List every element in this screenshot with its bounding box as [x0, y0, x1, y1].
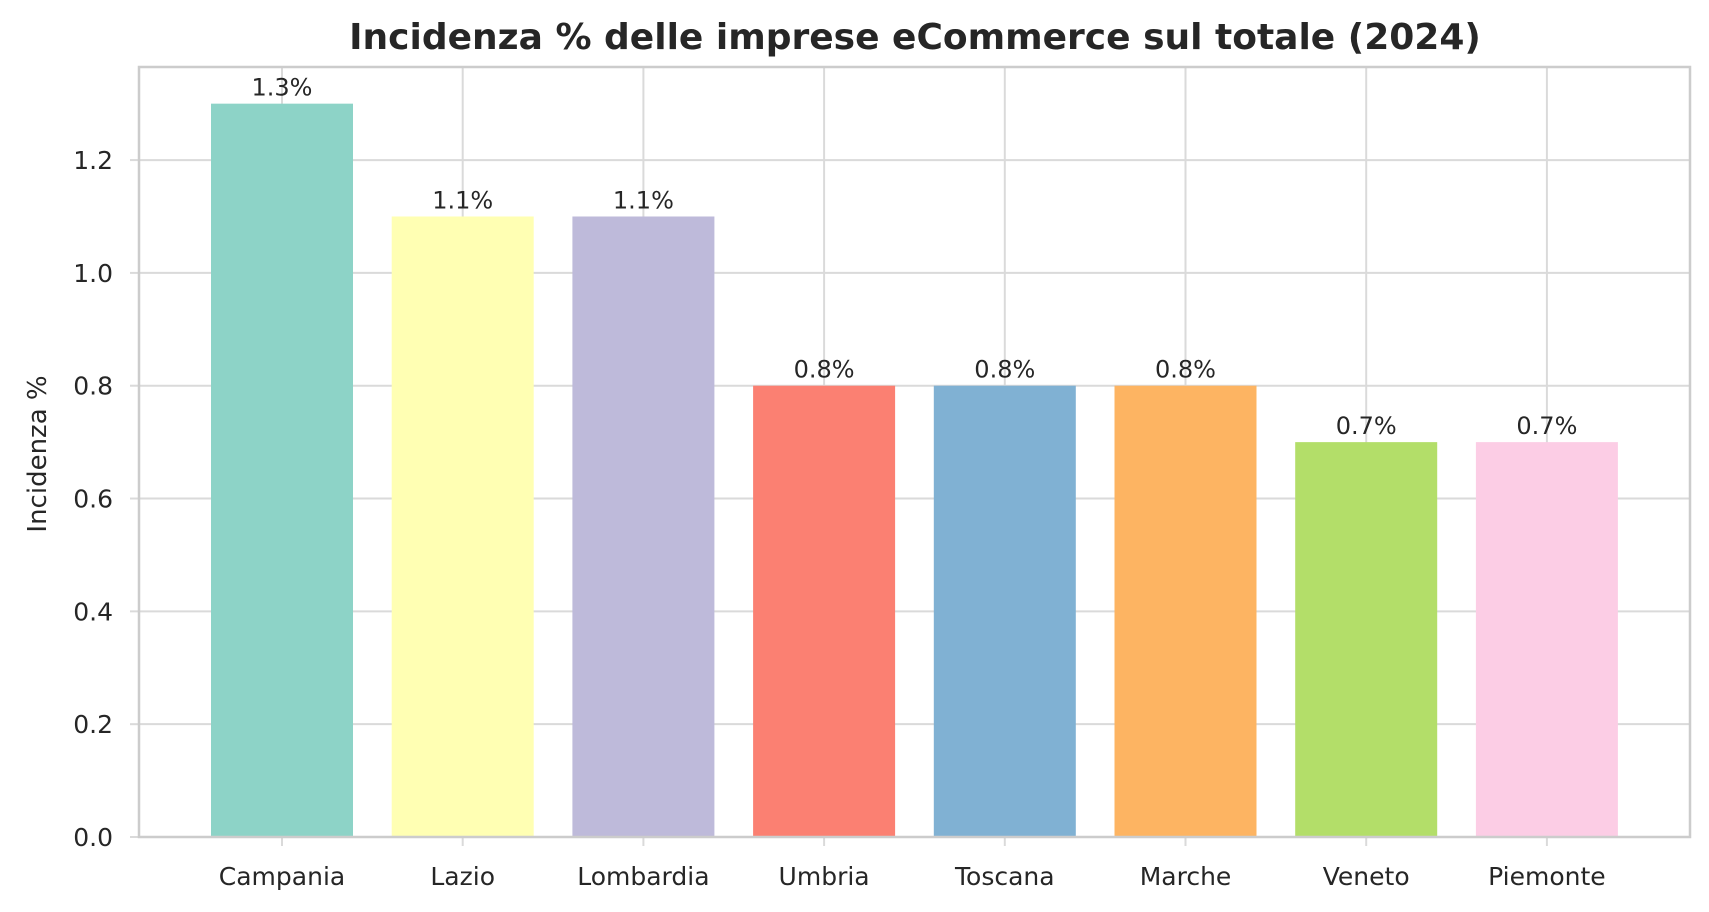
y-axis-label: Incidenza % [23, 375, 53, 532]
x-tick-label: Toscana [954, 862, 1055, 891]
x-tick-label: Umbria [779, 862, 870, 891]
bar-campania [211, 103, 353, 837]
x-tick-label: Lombardia [577, 862, 709, 891]
y-tick-label: 1.0 [73, 259, 113, 288]
x-tick-label: Marche [1140, 862, 1232, 891]
bars [211, 103, 1618, 837]
bar-veneto [1295, 442, 1438, 837]
bar-toscana [933, 385, 1076, 837]
bar-lazio [391, 216, 534, 837]
y-tick-label: 1.2 [73, 146, 113, 175]
chart-title: Incidenza % delle imprese eCommerce sul … [349, 17, 1481, 58]
bar-piemonte [1475, 442, 1618, 837]
data-label: 0.8% [974, 356, 1035, 384]
y-tick-label: 0.8 [73, 372, 113, 401]
y-tick-label: 0.4 [73, 597, 113, 626]
x-tick-label: Lazio [430, 862, 495, 891]
plot-frame [137, 65, 1692, 839]
bar-marche [1114, 385, 1257, 837]
x-tick-label: Piemonte [1488, 862, 1606, 891]
x-tick-label: Campania [219, 862, 345, 891]
data-label: 0.7% [1516, 412, 1577, 440]
x-axis-ticks: Campania Lazio Lombardia Umbria Toscana March… [219, 837, 1606, 891]
y-axis-ticks: 0.0 0.2 0.4 0.6 0.8 1.0 1.2 [73, 146, 139, 852]
grid-lines [139, 67, 1690, 838]
data-label: 1.1% [613, 186, 674, 214]
data-label: 0.8% [794, 356, 855, 384]
y-tick-label: 0.0 [73, 823, 113, 852]
x-tick-label: Veneto [1323, 862, 1410, 891]
bar-lombardia [572, 216, 715, 837]
data-label: 1.1% [432, 186, 493, 214]
data-label: 0.7% [1336, 412, 1397, 440]
data-label: 0.8% [1155, 356, 1216, 384]
y-tick-label: 0.6 [73, 485, 113, 514]
y-tick-label: 0.2 [73, 710, 113, 739]
data-labels: 1.3% 1.1% 1.1% 0.8% 0.8% 0.8% 0.7% 0.7% [252, 74, 1578, 440]
bar-umbria [753, 385, 896, 837]
data-label: 1.3% [252, 74, 313, 102]
